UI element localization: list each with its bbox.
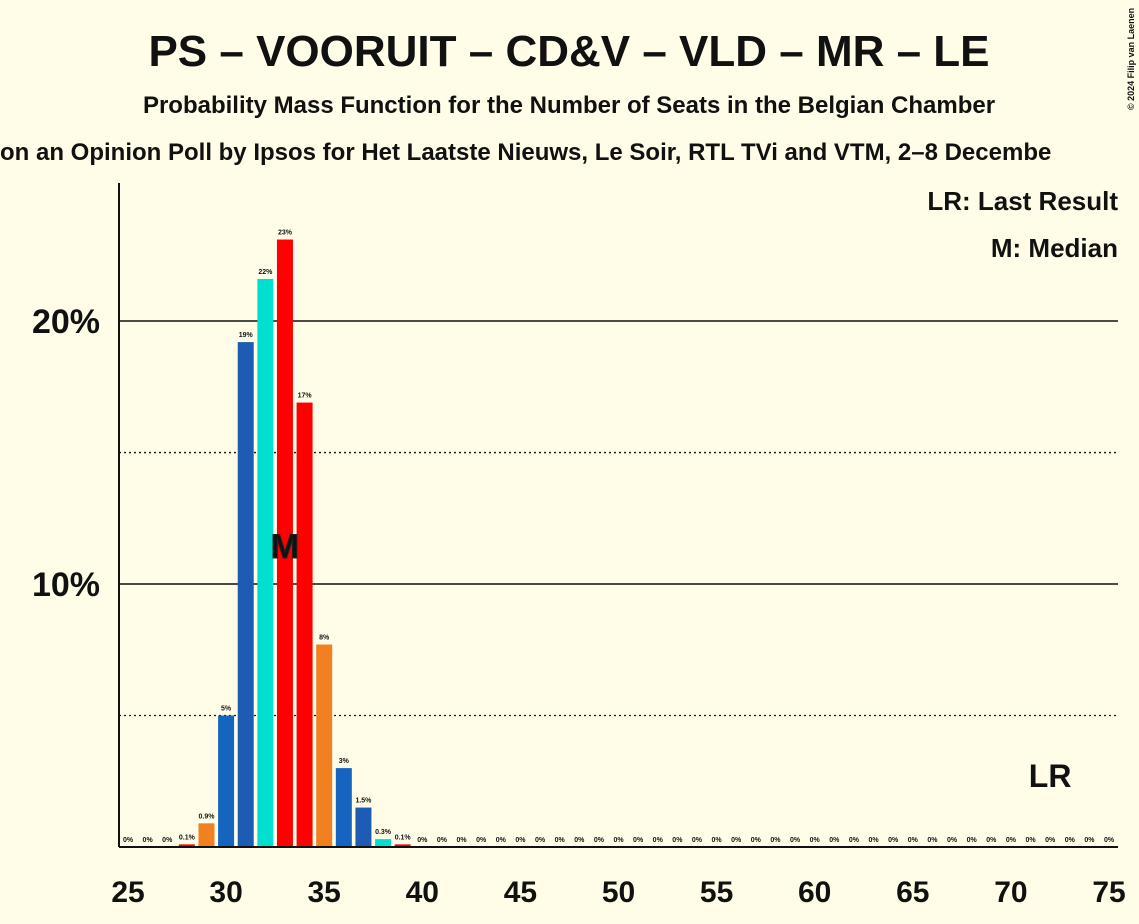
- value-label: 0.1%: [395, 834, 412, 841]
- value-label: 0%: [417, 837, 428, 844]
- value-label: 0%: [810, 837, 821, 844]
- bar: [355, 807, 372, 847]
- x-tick-label: 55: [700, 876, 733, 909]
- value-label: 0%: [456, 837, 467, 844]
- last-result-marker: LR: [1029, 758, 1072, 794]
- value-label: 1.5%: [355, 798, 372, 805]
- bar: [296, 402, 313, 847]
- bar: [276, 239, 293, 847]
- value-label: 0%: [751, 837, 762, 844]
- bar: [218, 715, 235, 847]
- value-label: 8%: [319, 635, 330, 642]
- value-label: 0%: [574, 837, 585, 844]
- value-label: 0%: [476, 837, 487, 844]
- value-label: 0%: [123, 837, 134, 844]
- value-label: 5%: [221, 706, 232, 713]
- value-label: 0%: [967, 837, 978, 844]
- value-label: 23%: [278, 230, 293, 237]
- bar: [178, 844, 195, 847]
- bar: [257, 278, 274, 848]
- value-label: 0.9%: [198, 813, 215, 820]
- bar: [335, 768, 352, 847]
- x-tick-label: 60: [798, 876, 831, 909]
- y-tick-label: 10%: [32, 566, 100, 604]
- value-label: 0%: [947, 837, 958, 844]
- x-tick-label: 65: [896, 876, 929, 909]
- bar: [237, 342, 254, 847]
- x-tick-label: 45: [504, 876, 537, 909]
- value-label: 0%: [613, 837, 624, 844]
- value-label: 0%: [908, 837, 919, 844]
- value-label: 0%: [849, 837, 860, 844]
- x-tick-label: 75: [1092, 876, 1125, 909]
- value-label: 0%: [515, 837, 526, 844]
- value-label: 22%: [258, 269, 273, 276]
- value-label: 0%: [712, 837, 723, 844]
- value-label: 0%: [143, 837, 154, 844]
- legend-entry: M: Median: [991, 233, 1118, 263]
- value-label: 0%: [1104, 837, 1115, 844]
- value-label: 0%: [1006, 837, 1017, 844]
- median-marker: M: [271, 528, 299, 566]
- value-label: 0%: [770, 837, 781, 844]
- value-label: 0%: [1045, 837, 1056, 844]
- x-tick-label: 50: [602, 876, 635, 909]
- value-label: 0%: [535, 837, 546, 844]
- value-label: 0%: [496, 837, 507, 844]
- value-label: 0%: [868, 837, 879, 844]
- bar: [394, 844, 411, 847]
- value-label: 0%: [672, 837, 683, 844]
- value-label: 0%: [888, 837, 899, 844]
- legend-entry: LR: Last Result: [927, 186, 1118, 216]
- bar: [375, 839, 392, 847]
- value-label: 19%: [239, 332, 254, 339]
- value-label: 0%: [633, 837, 644, 844]
- value-label: 0%: [986, 837, 997, 844]
- y-tick-label: 20%: [32, 303, 100, 341]
- chart-title: PS – VOORUIT – CD&V – VLD – MR – LE: [148, 27, 989, 76]
- source-line: on an Opinion Poll by Ipsos for Het Laat…: [0, 139, 1051, 166]
- value-label: 0%: [829, 837, 840, 844]
- value-label: 0%: [1084, 837, 1095, 844]
- value-label: 0%: [1065, 837, 1076, 844]
- value-label: 0%: [555, 837, 566, 844]
- bar: [316, 644, 333, 847]
- value-label: 3%: [339, 758, 350, 765]
- value-label: 0.3%: [375, 829, 392, 836]
- x-tick-label: 30: [209, 876, 242, 909]
- value-label: 0%: [162, 837, 173, 844]
- value-label: 0%: [692, 837, 703, 844]
- bar: [198, 823, 215, 847]
- value-label: 0%: [927, 837, 938, 844]
- value-label: 0%: [731, 837, 742, 844]
- value-label: 0%: [653, 837, 664, 844]
- x-tick-label: 25: [111, 876, 144, 909]
- x-tick-label: 40: [406, 876, 439, 909]
- chart-subtitle: Probability Mass Function for the Number…: [143, 92, 995, 119]
- value-label: 0%: [437, 837, 448, 844]
- value-label: 0%: [594, 837, 605, 844]
- x-tick-label: 70: [994, 876, 1027, 909]
- copyright: © 2024 Filip van Laenen: [1126, 8, 1136, 110]
- value-label: 0%: [1025, 837, 1036, 844]
- value-label: 17%: [298, 393, 313, 400]
- value-label: 0%: [790, 837, 801, 844]
- value-label: 0.1%: [179, 834, 196, 841]
- x-tick-label: 35: [308, 876, 341, 909]
